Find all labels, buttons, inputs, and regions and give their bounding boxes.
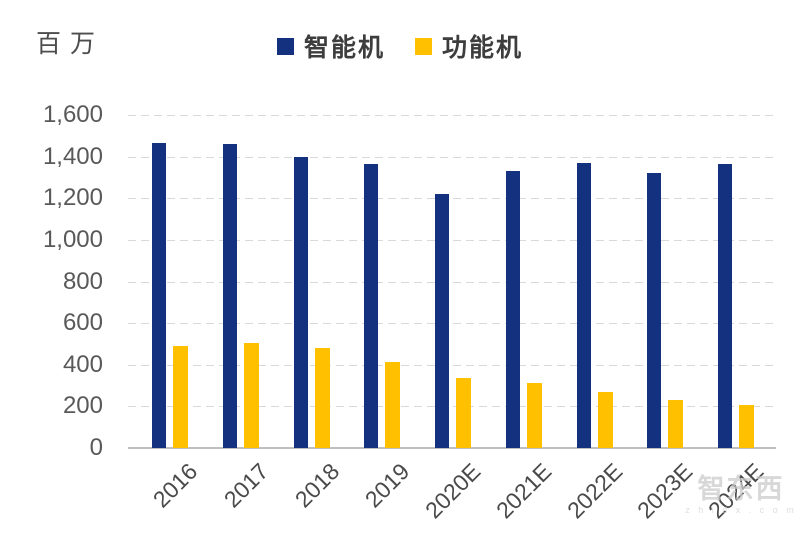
gridline-1200 bbox=[128, 198, 776, 200]
featurephone-swatch-icon bbox=[415, 37, 432, 55]
legend-label-smartphone: 智能机 bbox=[303, 35, 385, 62]
series-1-bar-2020E bbox=[456, 378, 471, 448]
legend-item-smartphone: 智能机 bbox=[276, 28, 385, 64]
series-1-bar-2023E bbox=[668, 400, 684, 448]
series-1-bar-2021E bbox=[526, 383, 542, 448]
series-1-bar-2019 bbox=[385, 361, 401, 448]
series-0-bar-2017 bbox=[222, 144, 237, 448]
legend-label-featurephone: 功能机 bbox=[442, 35, 524, 62]
y-tick-label-1000: 1,000 bbox=[42, 225, 103, 253]
y-tick-label-200: 200 bbox=[62, 392, 103, 420]
series-1-bar-2017 bbox=[243, 342, 259, 448]
series-1-bar-2022E bbox=[597, 391, 613, 448]
gridline-600 bbox=[128, 323, 776, 325]
y-tick-label-600: 600 bbox=[62, 309, 103, 337]
y-tick-label-1600: 1,600 bbox=[42, 101, 103, 128]
series-0-bar-2019 bbox=[364, 163, 379, 448]
series-0-bar-2022E bbox=[576, 162, 591, 448]
gridline-800 bbox=[128, 281, 776, 283]
series-1-bar-2016 bbox=[173, 346, 188, 448]
gridline-200 bbox=[128, 406, 776, 408]
gridline-1400 bbox=[128, 156, 776, 158]
plot-area bbox=[128, 115, 776, 449]
x-axis-labels: 2016 2017 2018 2019 2020E 2021E 2022E 2023E 2024… bbox=[128, 448, 800, 547]
y-tick-label-0: 0 bbox=[89, 434, 103, 461]
y-axis-unit-label: 百万 bbox=[36, 31, 105, 58]
gridline-400 bbox=[128, 364, 776, 366]
legend: 智能机 功能机 bbox=[0, 28, 800, 64]
series-0-bar-2018 bbox=[293, 156, 308, 448]
gridline-1000 bbox=[128, 239, 776, 241]
legend-item-featurephone: 功能机 bbox=[415, 28, 523, 64]
series-0-bar-2016 bbox=[152, 143, 166, 448]
y-axis-labels: 0 200 400 600 800 1,000 1,200 1,400 1,600 bbox=[0, 102, 103, 461]
series-0-bar-2024E bbox=[718, 163, 732, 448]
series-1-bar-2018 bbox=[314, 348, 330, 448]
smartphone-swatch-icon bbox=[276, 37, 294, 55]
series-1-bar-2024E bbox=[739, 405, 754, 448]
x-axis-line bbox=[128, 447, 776, 449]
gridline-1600 bbox=[128, 115, 776, 116]
series-0-bar-2023E bbox=[647, 173, 662, 448]
y-tick-label-1400: 1,400 bbox=[42, 142, 103, 170]
series-0-bar-2021E bbox=[505, 171, 520, 448]
y-tick-label-1200: 1,200 bbox=[42, 184, 103, 212]
y-tick-label-800: 800 bbox=[62, 267, 103, 295]
series-0-bar-2020E bbox=[435, 194, 449, 448]
y-tick-label-400: 400 bbox=[62, 350, 103, 378]
